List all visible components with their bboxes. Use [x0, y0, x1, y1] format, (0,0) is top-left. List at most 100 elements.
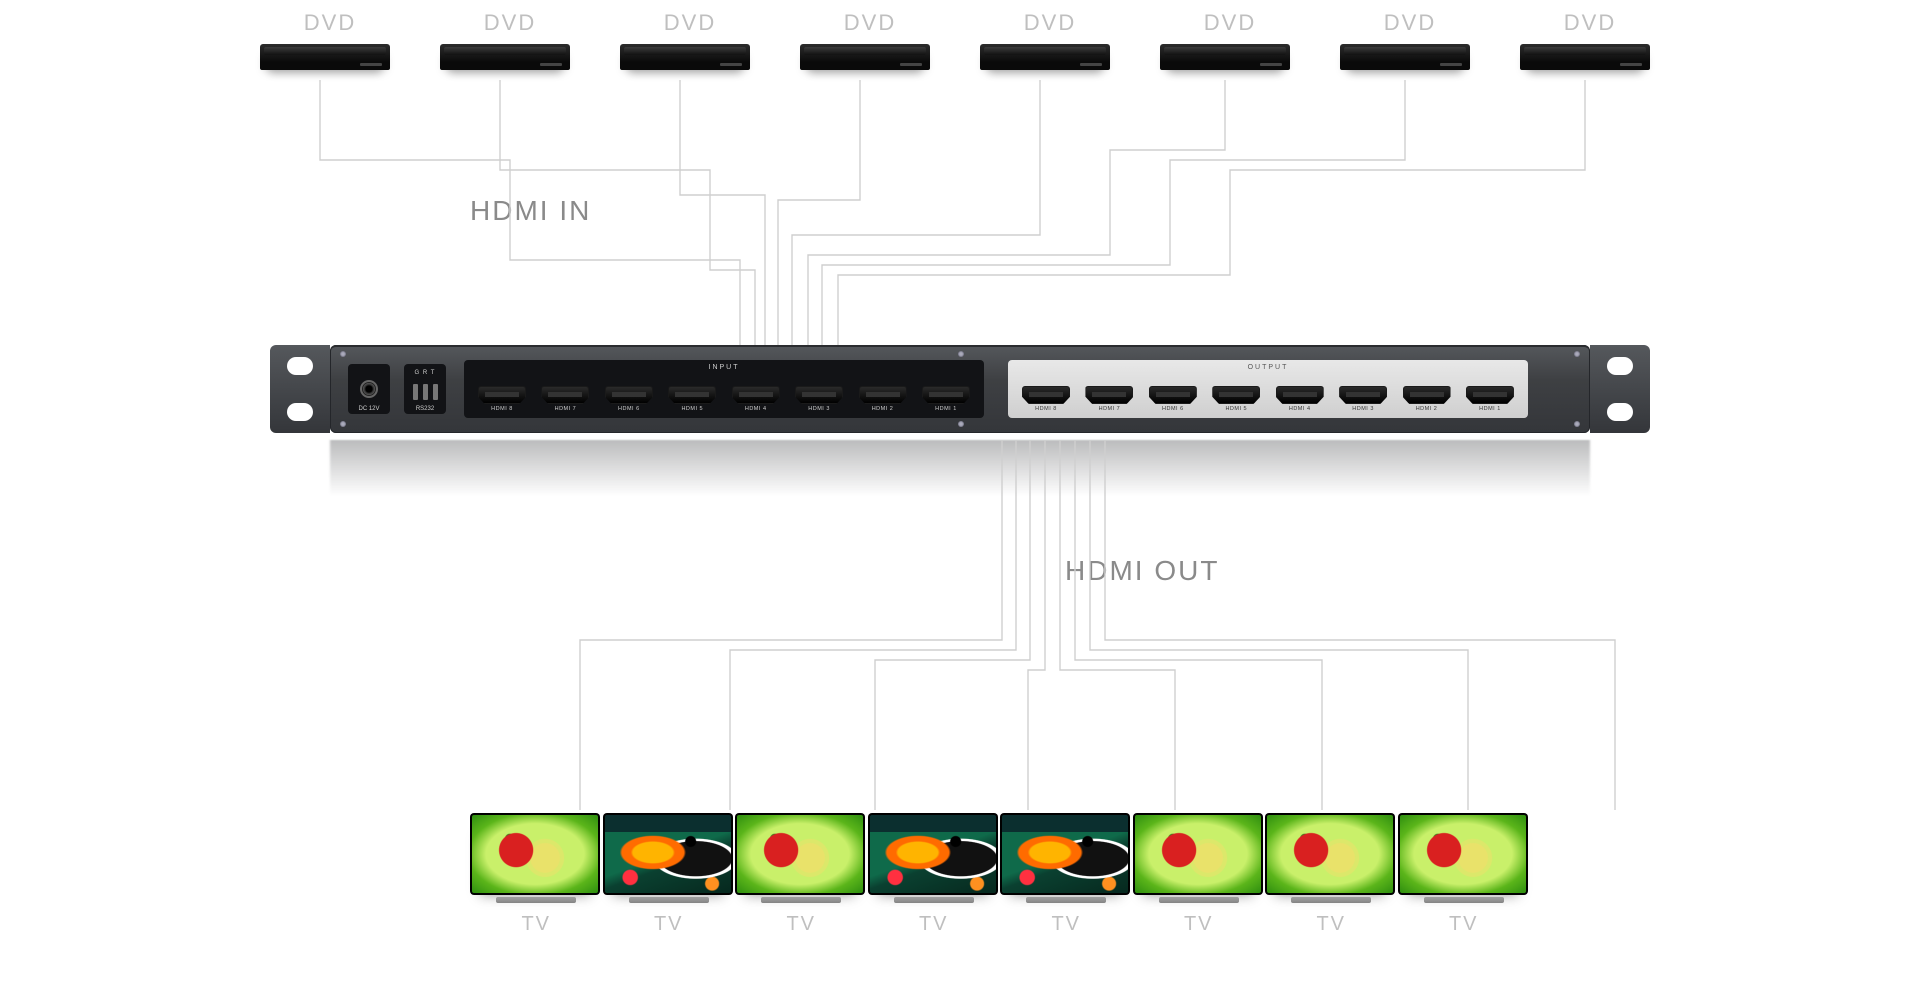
dvd-5: DVD	[980, 10, 1120, 70]
hdmi-port-icon	[668, 386, 716, 404]
hdmi-port-icon	[1339, 386, 1387, 404]
hdmi-out-1: HDMI 1	[1466, 386, 1514, 412]
tv-screen-icon	[1135, 815, 1261, 893]
hdmi-in-6: HDMI 6	[605, 386, 653, 412]
hdmi-port-icon	[732, 386, 780, 404]
dvd-player-icon	[260, 44, 390, 70]
input-panel-title: INPUT	[709, 364, 740, 371]
tv-6-label: TV	[1133, 913, 1266, 936]
tv-screen-icon	[605, 815, 731, 893]
hdmi-in-8: HDMI 8	[478, 386, 526, 412]
hdmi-out-5: HDMI 5	[1212, 386, 1260, 412]
hdmi-port-icon	[1276, 386, 1324, 404]
tv-1-label: TV	[470, 913, 603, 936]
tv-5-label: TV	[1000, 913, 1133, 936]
hdmi-out-4: HDMI 4	[1276, 386, 1324, 412]
tv-stand-icon	[629, 897, 709, 903]
tv-7: TV	[1265, 813, 1398, 936]
dvd-3-label: DVD	[620, 10, 760, 36]
dvd-player-icon	[800, 44, 930, 70]
dvd-2: DVD	[440, 10, 580, 70]
dvd-1-label: DVD	[260, 10, 400, 36]
hdmi-port-icon	[478, 386, 526, 404]
dvd-8-label: DVD	[1520, 10, 1660, 36]
tv-2-label: TV	[603, 913, 736, 936]
rack-ear-left	[270, 345, 330, 433]
hdmi-out-2: HDMI 2	[1403, 386, 1451, 412]
hdmi-port-icon	[1212, 386, 1260, 404]
output-panel-title: OUTPUT	[1248, 364, 1289, 371]
tv-stand-icon	[1026, 897, 1106, 903]
tv-1: TV	[470, 813, 603, 936]
dvd-6: DVD	[1160, 10, 1300, 70]
dc-jack-icon	[360, 380, 378, 398]
tv-screen-icon	[870, 815, 996, 893]
power-jack: DC 12V	[348, 364, 390, 414]
dvd-player-icon	[980, 44, 1110, 70]
source-row: DVD DVD DVD DVD DVD DVD DVD DVD	[210, 10, 1710, 70]
tv-stand-icon	[1424, 897, 1504, 903]
hdmi-port-icon	[1085, 386, 1133, 404]
tv-4: TV	[868, 813, 1001, 936]
tv-5: TV	[1000, 813, 1133, 936]
hdmi-in-2: HDMI 2	[859, 386, 907, 412]
hdmi-port-icon	[605, 386, 653, 404]
hdmi-out-6: HDMI 6	[1149, 386, 1197, 412]
hdmi-out-3: HDMI 3	[1339, 386, 1387, 412]
hdmi-in-7: HDMI 7	[541, 386, 589, 412]
dvd-3: DVD	[620, 10, 760, 70]
hdmi-in-label: HDMI IN	[470, 195, 591, 227]
dvd-player-icon	[1520, 44, 1650, 70]
tv-7-label: TV	[1265, 913, 1398, 936]
tv-8-label: TV	[1398, 913, 1531, 936]
dvd-player-icon	[1340, 44, 1470, 70]
hdmi-port-icon	[1149, 386, 1197, 404]
power-label: DC 12V	[348, 406, 390, 412]
hdmi-port-icon	[859, 386, 907, 404]
hdmi-out-8: HDMI 8	[1022, 386, 1070, 412]
dvd-player-icon	[440, 44, 570, 70]
dvd-2-label: DVD	[440, 10, 580, 36]
rs232-terminal: G R T RS232	[404, 364, 446, 414]
dvd-6-label: DVD	[1160, 10, 1300, 36]
rs232-pins-label: G R T	[404, 370, 446, 376]
tv-4-label: TV	[868, 913, 1001, 936]
hdmi-port-icon	[541, 386, 589, 404]
tv-stand-icon	[894, 897, 974, 903]
rs232-label: RS232	[404, 406, 446, 412]
rack-ear-right	[1590, 345, 1650, 433]
display-row: TV TV TV TV TV TV TV	[210, 813, 1710, 936]
hdmi-in-5: HDMI 5	[668, 386, 716, 412]
tv-stand-icon	[1159, 897, 1239, 903]
output-port-panel: OUTPUT HDMI 8 HDMI 7 HDMI 6 HDMI 5 HDMI …	[1008, 360, 1528, 418]
tv-screen-icon	[737, 815, 863, 893]
terminal-pins-icon	[404, 384, 446, 400]
hdmi-out-label: HDMI OUT	[1065, 555, 1219, 587]
dvd-7: DVD	[1340, 10, 1480, 70]
tv-2: TV	[603, 813, 736, 936]
dvd-5-label: DVD	[980, 10, 1120, 36]
tv-stand-icon	[496, 897, 576, 903]
dvd-4-label: DVD	[800, 10, 940, 36]
hdmi-port-icon	[1466, 386, 1514, 404]
dvd-1: DVD	[260, 10, 400, 70]
tv-screen-icon	[1267, 815, 1393, 893]
tv-stand-icon	[1291, 897, 1371, 903]
dvd-player-icon	[620, 44, 750, 70]
hdmi-in-1: HDMI 1	[922, 386, 970, 412]
diagram-stage: DVD DVD DVD DVD DVD DVD DVD DVD	[210, 0, 1710, 1006]
dvd-8: DVD	[1520, 10, 1660, 70]
dvd-4: DVD	[800, 10, 940, 70]
input-port-panel: INPUT HDMI 8 HDMI 7 HDMI 6 HDMI 5 HDMI 4…	[464, 360, 984, 418]
hdmi-in-3: HDMI 3	[795, 386, 843, 412]
tv-3-label: TV	[735, 913, 868, 936]
dvd-player-icon	[1160, 44, 1290, 70]
tv-stand-icon	[761, 897, 841, 903]
tv-8: TV	[1398, 813, 1531, 936]
tv-screen-icon	[472, 815, 598, 893]
hdmi-port-icon	[922, 386, 970, 404]
hdmi-in-4: HDMI 4	[732, 386, 780, 412]
tv-6: TV	[1133, 813, 1266, 936]
hdmi-port-icon	[1022, 386, 1070, 404]
tv-screen-icon	[1400, 815, 1526, 893]
